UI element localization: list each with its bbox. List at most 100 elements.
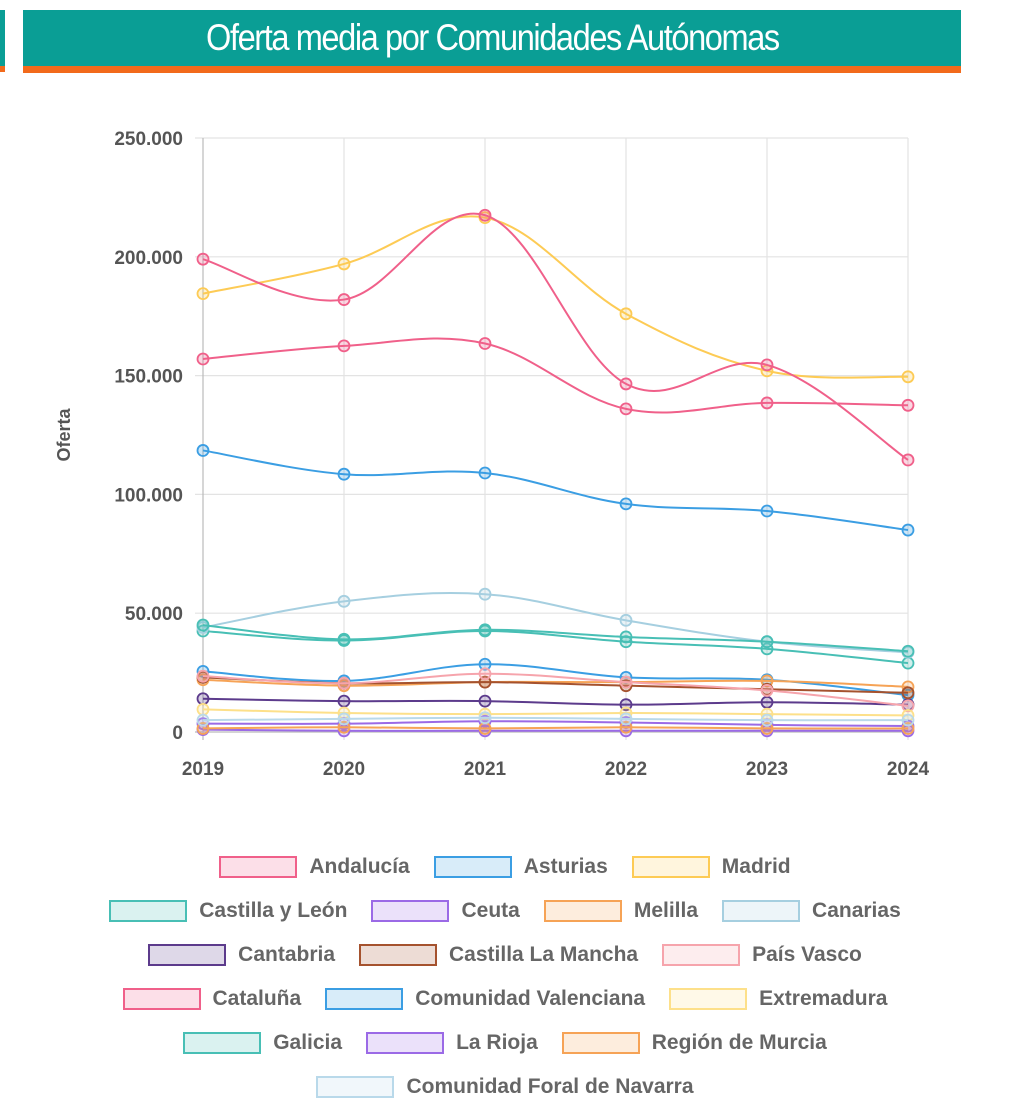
legend-label: Cantabria xyxy=(238,943,336,966)
legend-swatch xyxy=(359,944,438,966)
series-line-comunidad-foral-de-navarra xyxy=(202,716,909,722)
data-point-madrid xyxy=(901,370,915,384)
y-tick-label: 100.000 xyxy=(114,485,183,506)
data-point-andalucia xyxy=(901,398,915,412)
legend-label: La Rioja xyxy=(456,1031,538,1054)
series-line-extremadura xyxy=(202,708,909,717)
data-point-canarias xyxy=(619,613,633,627)
data-point-pais-vasco xyxy=(901,699,915,713)
series-line-la-rioja xyxy=(202,720,909,728)
y-tick-label: 50.000 xyxy=(125,604,183,625)
legend-label: Melilla xyxy=(633,899,699,922)
data-point-andalucia xyxy=(478,337,492,350)
data-point-comunidad-foral-de-navarra xyxy=(901,713,915,727)
legend-swatch xyxy=(109,900,188,922)
legend-label: Castilla y León xyxy=(199,899,348,922)
data-point-comunidad-valenciana xyxy=(196,444,210,457)
header-left-accent xyxy=(0,10,5,72)
legend-row: Cataluña Comunidad Valenciana Extremadura xyxy=(0,977,1010,1021)
legend-label: Región de Murcia xyxy=(651,1031,827,1054)
data-point-comunidad-foral-de-navarra xyxy=(760,713,774,727)
legend-item[interactable]: Cantabria xyxy=(148,943,335,967)
legend-item[interactable]: Extremadura xyxy=(669,987,887,1011)
legend-label: Galicia xyxy=(273,1031,343,1054)
legend-label: Comunidad Foral de Navarra xyxy=(406,1075,694,1098)
legend-row: Cantabria Castilla La Mancha País Vasco xyxy=(0,933,1010,977)
legend-item[interactable]: Andalucía xyxy=(219,855,410,879)
data-point-cantabria xyxy=(478,694,492,708)
x-tick-label: 2024 xyxy=(887,759,930,780)
legend-swatch xyxy=(722,900,801,922)
legend-label: Cataluña xyxy=(212,987,302,1010)
data-point-castilla-la-mancha xyxy=(901,686,915,700)
data-point-extremadura xyxy=(196,703,210,716)
series-line-cantabria xyxy=(202,697,909,706)
legend-swatch xyxy=(631,856,710,878)
title-underline xyxy=(23,66,961,73)
data-point-pais-vasco xyxy=(760,684,774,697)
legend-item[interactable]: Ceuta xyxy=(371,899,520,923)
legend-label: Extremadura xyxy=(759,987,888,1010)
line-chart: 0 50.000 100.000 150.000 200.000 250.000 2019 2… xyxy=(54,129,930,780)
data-point-comunidad-valenciana xyxy=(760,504,774,518)
legend-item[interactable]: Comunidad Valenciana xyxy=(325,987,645,1011)
data-point-galicia xyxy=(901,644,915,658)
data-point-pais-vasco xyxy=(478,667,492,681)
data-point-cataluna xyxy=(619,377,633,391)
data-point-asturias xyxy=(478,657,492,671)
series-line-ceuta xyxy=(202,728,908,732)
data-point-pais-vasco xyxy=(196,669,210,683)
data-point-comunidad-valenciana xyxy=(619,497,633,511)
legend-swatch xyxy=(316,1076,395,1098)
data-point-madrid xyxy=(196,287,210,301)
legend-item[interactable]: Melilla xyxy=(543,899,699,923)
data-point-cataluna xyxy=(337,293,351,306)
data-point-pais-vasco xyxy=(619,675,633,689)
legend-item[interactable]: Castilla y León xyxy=(109,899,347,923)
legend-label: Ceuta xyxy=(461,899,520,922)
legend-item[interactable]: La Rioja xyxy=(366,1031,538,1055)
series-line-galicia xyxy=(202,624,909,653)
series-line-cataluna xyxy=(202,212,909,461)
data-point-andalucia xyxy=(760,396,774,410)
series-line-pais-vasco xyxy=(202,672,909,707)
data-point-galicia xyxy=(337,632,351,646)
data-point-andalucia xyxy=(337,339,351,353)
legend-swatch xyxy=(433,856,512,878)
data-point-pais-vasco xyxy=(337,676,351,690)
data-point-canarias xyxy=(478,587,492,601)
legend-item[interactable]: Comunidad Foral de Navarra xyxy=(316,1075,694,1099)
series-line-melilla xyxy=(202,678,909,688)
legend-item[interactable]: Madrid xyxy=(631,855,791,879)
series-line-andalucia xyxy=(202,337,909,414)
legend-item[interactable]: Castilla La Mancha xyxy=(359,943,638,967)
data-point-andalucia xyxy=(619,402,633,416)
legend-item[interactable]: Región de Murcia xyxy=(561,1031,827,1055)
legend-row: Comunidad Foral de Navarra xyxy=(0,1065,1010,1109)
legend-item[interactable]: País Vasco xyxy=(662,943,862,967)
y-tick-label: 150.000 xyxy=(114,367,183,388)
legend-item[interactable]: Canarias xyxy=(722,899,901,923)
y-axis-label: Oferta xyxy=(54,408,74,462)
data-point-canarias xyxy=(337,594,351,608)
data-point-cataluna xyxy=(196,252,210,266)
data-point-cataluna xyxy=(760,358,774,372)
legend-label: Andalucía xyxy=(309,855,410,878)
data-point-cataluna xyxy=(478,208,492,222)
x-tick-label: 2019 xyxy=(182,759,224,780)
legend-label: Asturias xyxy=(523,855,608,878)
legend-item[interactable]: Cataluña xyxy=(122,987,302,1011)
data-point-cantabria xyxy=(760,695,774,709)
x-tick-label: 2020 xyxy=(323,759,365,780)
data-point-region-de-murcia xyxy=(478,722,492,735)
legend-item[interactable]: Galicia xyxy=(183,1031,342,1055)
data-point-comunidad-foral-de-navarra xyxy=(196,713,210,727)
y-tick-label: 250.000 xyxy=(114,129,183,150)
data-point-comunidad-valenciana xyxy=(901,523,915,537)
legend-swatch xyxy=(669,988,748,1010)
legend-swatch xyxy=(219,856,298,878)
legend-label: Castilla La Mancha xyxy=(449,943,639,966)
legend-item[interactable]: Asturias xyxy=(433,855,608,879)
data-point-galicia xyxy=(478,623,492,637)
data-point-comunidad-foral-de-navarra xyxy=(619,712,633,726)
